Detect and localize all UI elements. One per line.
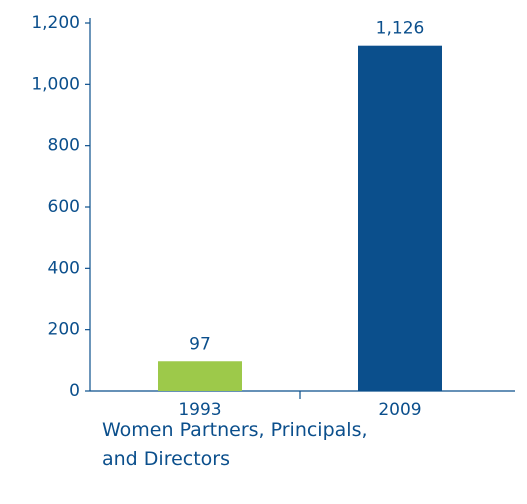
x-tick-label: 1993 <box>178 400 221 420</box>
y-tick-label: 400 <box>48 258 80 278</box>
y-tick-label: 200 <box>48 320 80 340</box>
y-tick-label: 1,200 <box>31 13 80 33</box>
bar <box>358 45 442 392</box>
y-tick-label: 800 <box>48 136 80 156</box>
data-label: 1,126 <box>376 19 425 39</box>
x-axis-title: Women Partners, Principals, and Director… <box>102 419 368 470</box>
y-tick-label: 1,000 <box>31 74 80 94</box>
data-label: 97 <box>189 334 211 354</box>
y-tick-label: 0 <box>69 381 80 401</box>
bar <box>158 361 242 391</box>
y-tick-label: 600 <box>48 197 80 217</box>
x-tick-label: 2009 <box>378 400 421 420</box>
